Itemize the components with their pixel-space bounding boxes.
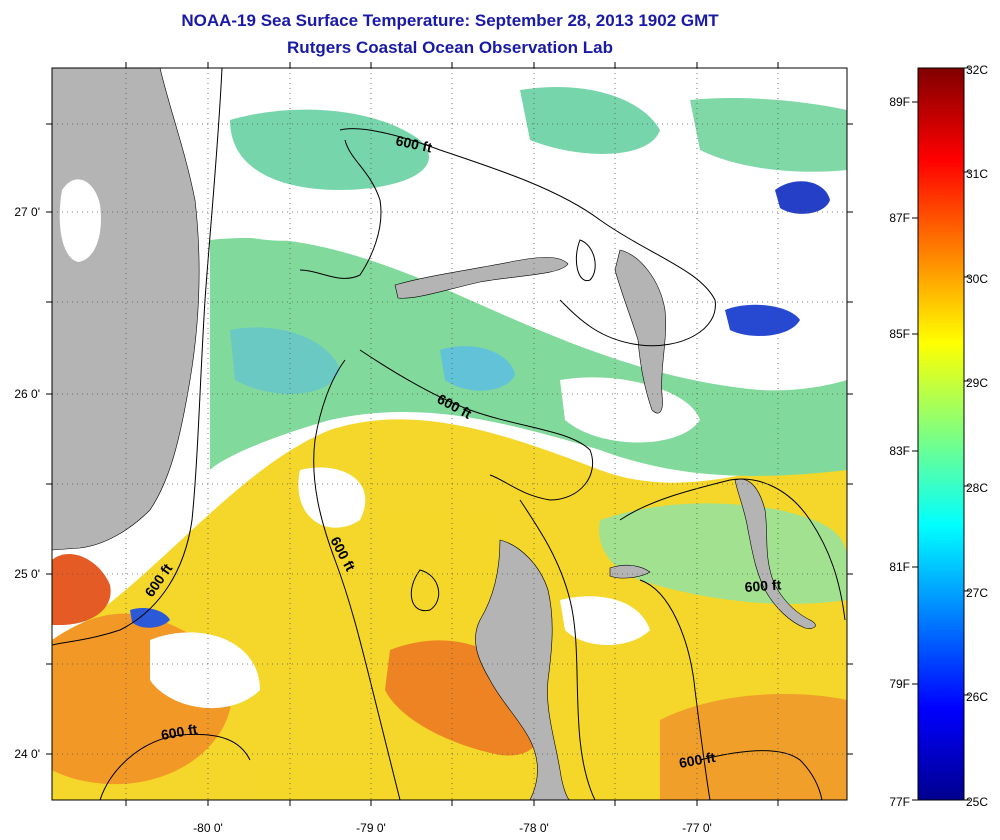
map-frame (51, 67, 848, 801)
map-title: NOAA-19 Sea Surface Temperature: Septemb… (181, 11, 719, 30)
axis-ticks (46, 62, 853, 806)
contour-label: 600 ft (160, 721, 199, 743)
contour-600ft (575, 239, 596, 282)
contour-600ft (410, 569, 440, 612)
colorbar-fahrenheit-label: 85F (889, 327, 910, 341)
contour-600ft (639, 579, 711, 800)
lake-okeechobee (59, 179, 101, 262)
sst-cool-region (520, 86, 660, 154)
lat-tick-label: 25 0' (14, 567, 40, 581)
sst-hot-region (52, 554, 111, 625)
contour-600ft (313, 359, 401, 800)
colorbar-celsius-label: 30C (966, 272, 988, 286)
map-panel: 600 ft 600 ft 600 ft 600 ft 600 ft 600 f… (52, 68, 847, 800)
lat-tick-label: 24 0' (14, 747, 40, 761)
contour-600ft (519, 499, 596, 800)
sst-cool-region (230, 327, 340, 394)
colorbar-fahrenheit-label: 81F (889, 560, 910, 574)
colorbar-fahrenheit-label: 79F (889, 677, 910, 691)
lat-tick-label: 26 0' (14, 387, 40, 401)
lat-tick-label: 27 0' (14, 205, 40, 219)
contour-label: 600 ft (744, 576, 782, 595)
colorbar-celsius-label: 32C (966, 63, 988, 77)
graticule (52, 68, 847, 800)
lon-tick-label: -79 0' (356, 821, 386, 835)
colorbar-celsius-label: 31C (966, 167, 988, 181)
sst-cool-region (440, 346, 515, 391)
contour-600ft (699, 750, 823, 800)
contour-600ft (52, 68, 223, 646)
colorbar-fahrenheit-label: 83F (889, 444, 910, 458)
colorbar: 32C 31C 30C 29C 28C 27C 26C 25C 89F 87F … (889, 63, 988, 809)
sst-cool-region (690, 98, 847, 172)
colorbar-fahrenheit-label: 87F (889, 211, 910, 225)
contour-label: 600 ft (678, 749, 717, 771)
contour-600ft (619, 478, 846, 621)
colorbar-fahrenheit-label: 89F (889, 95, 910, 109)
land-abaco (614, 249, 666, 414)
colorbar-celsius-label: 28C (966, 481, 988, 495)
depth-contours (52, 68, 846, 800)
sst-cold-region (775, 181, 830, 214)
land-exumas (609, 564, 651, 579)
sst-cool-region (599, 503, 847, 604)
contour-600ft (299, 139, 382, 279)
contour-600ft (99, 733, 251, 800)
cloud-mask (560, 596, 650, 645)
sst-cool-region (230, 109, 429, 190)
sst-cold-region (130, 608, 170, 628)
cloud-mask (150, 632, 260, 709)
cloud-mask (220, 196, 340, 241)
colorbar-celsius-label: 29C (966, 376, 988, 390)
contour-600ft (359, 349, 594, 501)
land-andros (475, 539, 571, 800)
cloud-mask (560, 377, 700, 443)
colorbar-fahrenheit-label: 77F (889, 795, 910, 809)
land-eleuthera (734, 478, 816, 629)
lon-tick-label: -80 0' (193, 821, 223, 835)
colorbar-celsius-label: 27C (966, 586, 988, 600)
lon-tick-label: -78 0' (519, 821, 549, 835)
contour-600ft (339, 128, 716, 347)
colorbar-celsius-label: 26C (966, 690, 988, 704)
colorbar-celsius-label: 25C (966, 795, 988, 809)
colorbar-gradient (917, 67, 965, 801)
sst-cold-region (725, 304, 800, 336)
lon-tick-label: -77 0' (682, 821, 712, 835)
map-subtitle: Rutgers Coastal Ocean Observation Lab (287, 38, 613, 57)
sst-hot-region (660, 694, 847, 800)
colorbar-ticks (912, 67, 970, 801)
land-grand-bahama (394, 257, 569, 299)
contour-label: 600 ft (394, 132, 433, 155)
